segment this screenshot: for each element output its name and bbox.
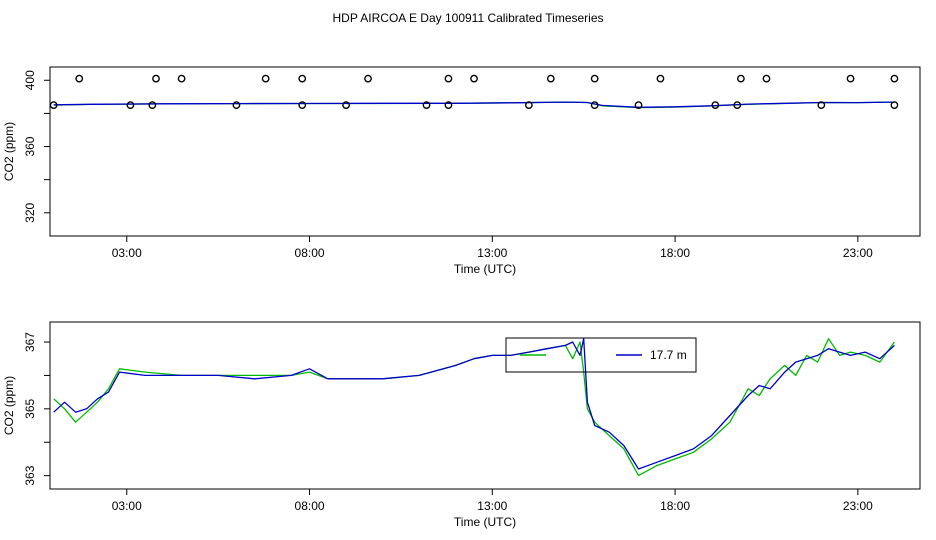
calibration-marker-high [890,74,899,83]
plot-frame [49,321,921,490]
legend-label: 17.7 m [650,348,687,362]
x-tick-label: 18:00 [660,246,690,260]
calibration-marker-high [261,74,270,83]
x-tick-label: 03:00 [112,246,142,260]
calibration-marker-low [444,101,453,110]
calibration-marker-high [364,74,372,83]
calibration-marker-low [817,101,826,110]
calibration-marker-high [656,74,665,83]
plot-frame [49,66,921,237]
x-tick-label: 23:00 [843,499,873,513]
calibration-marker-low [590,101,599,110]
calibration-marker-high [298,74,307,83]
calibration-marker-high [546,74,555,83]
calibration-marker-low [524,101,533,110]
x-tick-label: 03:00 [112,499,142,513]
calibration-marker-high [177,74,186,83]
calibration-marker-low [890,101,899,110]
calibration-marker-high [736,74,745,83]
calibration-marker-high [470,74,478,83]
y-tick-label: 365 [23,399,37,419]
x-tick-label: 13:00 [477,246,507,260]
legend-box [505,337,697,373]
y-tick-label: 320 [23,202,37,222]
calibration-marker-low [733,101,742,110]
x-tick-label: 13:00 [477,499,507,513]
upper-panel: 03:00 08:00 13:00 18:00 23:00 320 360 400 Time (… [2,66,921,276]
x-tick-label: 23:00 [843,246,873,260]
series-line-blue [53,338,895,470]
y-tick-label: 367 [23,332,37,352]
series-line-blue [53,101,895,108]
figure-title: HDP AIRCOA E Day 100911 Calibrated Times… [332,11,603,25]
y-axis-label: CO2 (ppm) [2,122,16,181]
calibration-marker-high [846,74,855,83]
calibration-marker-low [126,101,135,110]
calibration-marker-low [49,101,58,110]
calibration-marker-high [152,74,160,83]
calibration-marker-low [232,101,241,110]
y-axis-label: CO2 (ppm) [2,376,16,435]
calibration-marker-low [634,101,643,110]
calibration-marker-low [711,101,720,110]
calibration-marker-high [75,74,84,83]
lower-panel: 03:00 08:00 13:00 18:00 23:00 363 365 367 Time (… [2,321,921,529]
x-tick-label: 08:00 [295,246,325,260]
calibration-marker-low [422,101,431,110]
x-tick-label: 18:00 [660,499,690,513]
calibration-marker-high [762,74,771,83]
x-axis-label: Time (UTC) [454,515,516,529]
calibration-marker-low [342,101,350,110]
calibration-marker-high [444,74,453,83]
calibration-marker-low [298,101,307,110]
x-axis-label: Time (UTC) [454,262,516,276]
y-tick-label: 360 [23,136,37,156]
x-tick-label: 08:00 [295,499,325,513]
calibration-marker-high [590,74,599,83]
y-tick-label: 400 [23,70,37,90]
calibration-marker-low [148,101,157,110]
y-tick-label: 363 [23,465,37,485]
